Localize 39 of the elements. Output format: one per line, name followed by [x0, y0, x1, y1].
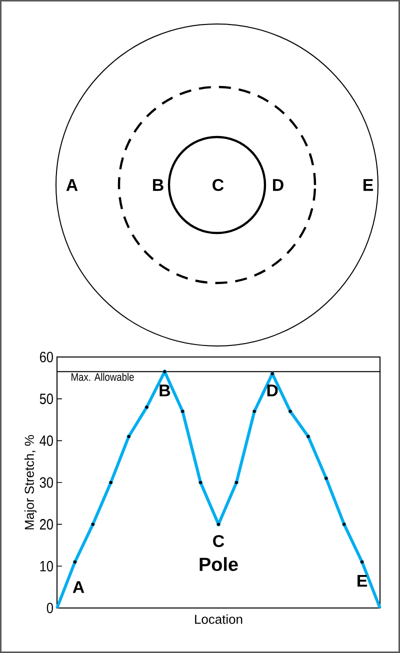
- point: [72, 560, 77, 564]
- y-axis-title: Major Stretch, %: [24, 435, 37, 530]
- point: [360, 560, 364, 564]
- annotation: B: [160, 384, 170, 396]
- text: B: [153, 179, 164, 191]
- annotation: C: [213, 535, 224, 548]
- y-tick-label: 30: [40, 477, 53, 488]
- annotation: Pole: [200, 557, 238, 572]
- ref-line-label: Max. Allowable: [72, 372, 134, 381]
- text: C: [212, 178, 224, 191]
- annotation: D: [267, 384, 278, 396]
- point: [126, 434, 131, 439]
- point: [324, 476, 328, 480]
- y-tick-label: 20: [40, 519, 53, 530]
- point: [198, 480, 203, 485]
- annotation: E: [358, 574, 368, 587]
- point: [180, 409, 185, 414]
- point: [288, 409, 292, 414]
- point: [144, 405, 149, 410]
- point: [306, 434, 310, 439]
- y-tick-label: 0: [46, 602, 53, 614]
- line-series: [56, 370, 382, 610]
- point: [216, 522, 221, 526]
- x-axis-title: Location: [195, 614, 242, 624]
- text: E: [363, 179, 373, 191]
- point: [108, 480, 113, 485]
- text: D: [273, 179, 284, 191]
- y-tick-label: 50: [40, 394, 53, 404]
- point: [270, 372, 274, 376]
- y-tick-label: 60: [40, 352, 53, 362]
- point: [162, 370, 167, 374]
- y-tick-label: 40: [40, 435, 53, 446]
- point: [90, 522, 95, 526]
- text: A: [66, 179, 78, 191]
- annotation: A: [72, 581, 84, 593]
- point: [342, 522, 346, 526]
- y-tick-label: 10: [40, 560, 53, 572]
- point: [252, 409, 256, 414]
- point: [234, 480, 238, 485]
